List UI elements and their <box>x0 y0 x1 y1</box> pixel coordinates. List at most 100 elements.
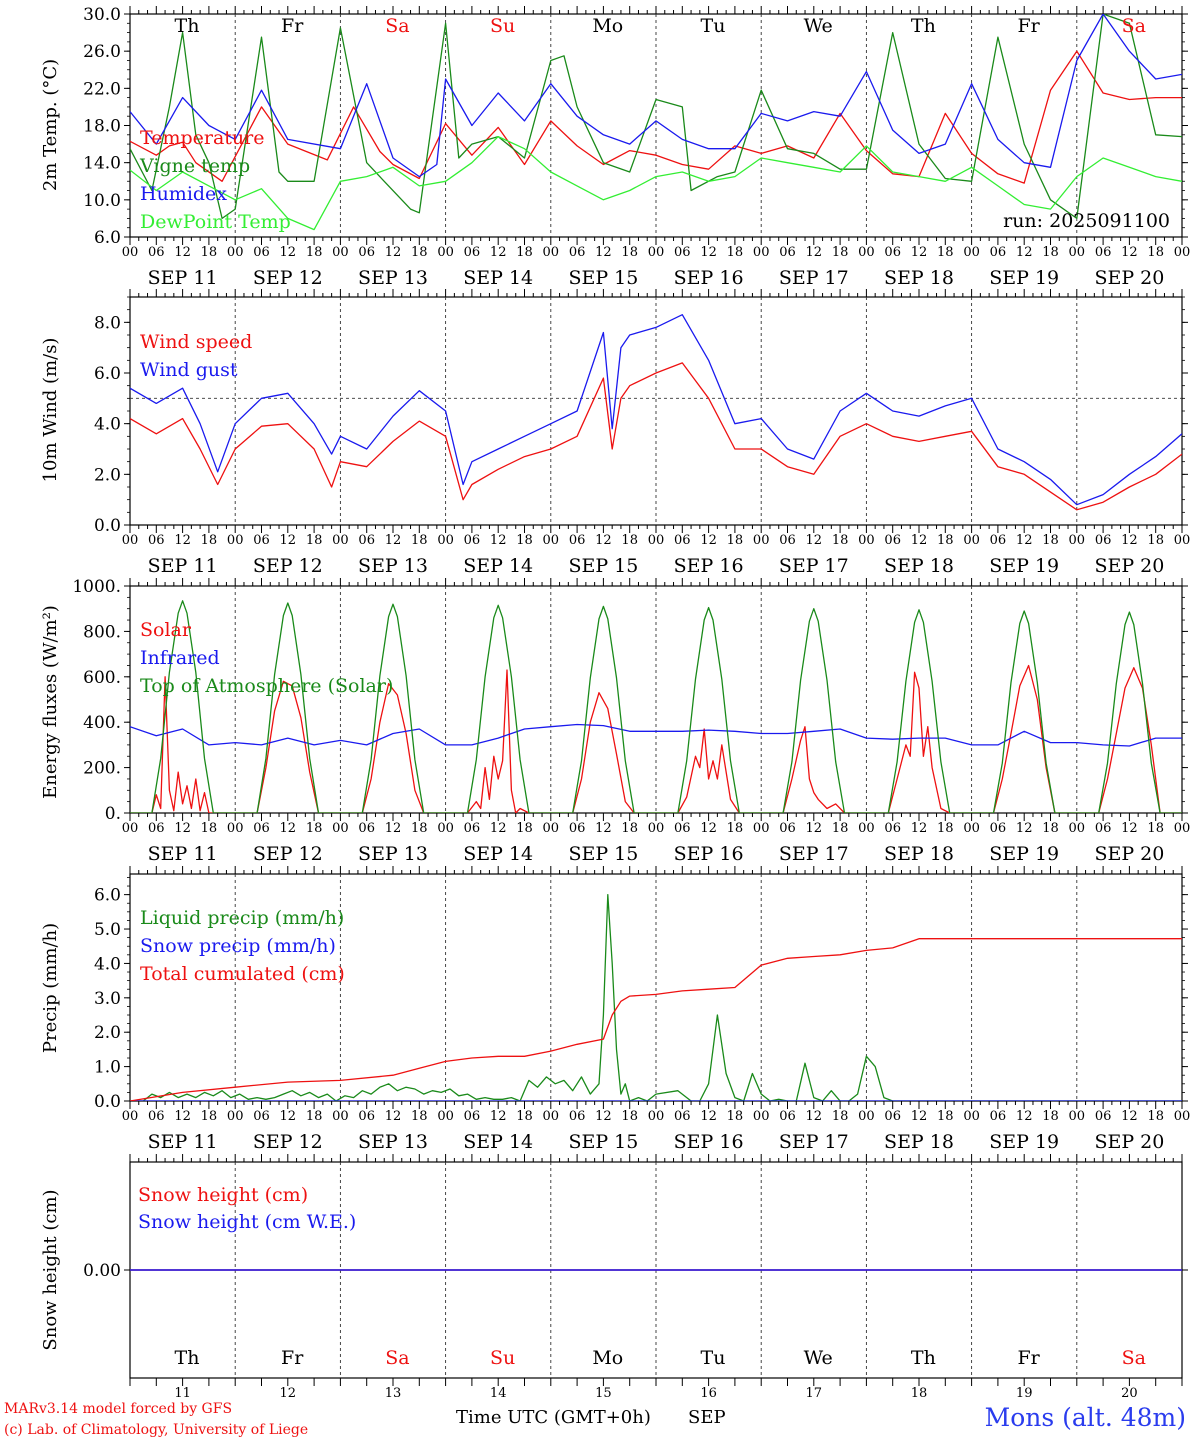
y-tick-label: 4.0 <box>94 954 121 974</box>
date-label: SEP 18 <box>884 267 954 289</box>
hour-tick-label: 06 <box>674 245 691 260</box>
hour-tick-label: 12 <box>595 533 612 548</box>
day-number-label: 11 <box>174 1386 191 1401</box>
panel-1: 6.0 10.0 14.0 18.0 22.0 26.0 30.0 2m Temp. (°C)… <box>40 5 1190 289</box>
hour-tick-label: 12 <box>595 1109 612 1124</box>
hour-tick-label: 06 <box>1095 821 1112 836</box>
legend-entry: Snow precip (mm/h) <box>140 935 336 957</box>
hour-tick-label: 06 <box>779 533 796 548</box>
y-tick-label: 2.0 <box>94 465 121 485</box>
date-label: SEP 16 <box>674 843 744 865</box>
hour-tick-label: 18 <box>201 245 218 260</box>
hour-tick-label: 06 <box>569 533 586 548</box>
hour-tick-label: 06 <box>148 245 165 260</box>
hour-tick-label: 00 <box>1174 245 1191 260</box>
weekday-label: Sa <box>385 1347 409 1369</box>
hour-tick-label: 12 <box>1016 245 1033 260</box>
y-tick-label: 1.0 <box>94 1058 121 1078</box>
hour-tick-label: 12 <box>911 245 928 260</box>
hour-tick-label: 06 <box>253 821 270 836</box>
y-tick-label: 4.0 <box>94 415 121 435</box>
hour-tick-label: 18 <box>1042 245 1059 260</box>
hour-tick-label: 06 <box>884 533 901 548</box>
hour-tick-label: 00 <box>963 245 980 260</box>
date-label: SEP 11 <box>148 843 218 865</box>
credit-line-2: (c) Lab. of Climatology, University of L… <box>4 1422 308 1438</box>
date-label: SEP 20 <box>1094 555 1164 577</box>
hour-tick-label: 18 <box>937 821 954 836</box>
day-number-label: 15 <box>595 1386 612 1401</box>
series-group <box>130 893 1182 1101</box>
y-tick-label: 6.0 <box>94 886 121 906</box>
date-label: SEP 14 <box>463 267 533 289</box>
credit-line-1: MARv3.14 model forced by GFS <box>4 1401 232 1417</box>
date-label: SEP 11 <box>148 1131 218 1153</box>
hour-tick-label: 00 <box>963 821 980 836</box>
date-label: SEP 12 <box>253 843 323 865</box>
hour-tick-label: 18 <box>1042 1109 1059 1124</box>
date-label: SEP 19 <box>989 267 1059 289</box>
legend-entry: Liquid precip (mm/h) <box>140 907 344 929</box>
date-label: SEP 12 <box>253 555 323 577</box>
hour-tick-label: 12 <box>700 533 717 548</box>
hour-tick-label: 00 <box>1069 533 1086 548</box>
hour-tick-label: 18 <box>937 533 954 548</box>
hour-tick-label: 12 <box>806 821 823 836</box>
hour-tick-label: 12 <box>806 533 823 548</box>
series-line-solar <box>130 664 1182 813</box>
hour-tick-label: 06 <box>569 1109 586 1124</box>
hour-tick-label: 06 <box>1095 245 1112 260</box>
y-tick-label: 10.0 <box>83 191 121 211</box>
hour-tick-label: 12 <box>385 533 402 548</box>
legend-entry: Top of Atmosphere (Solar) <box>140 675 393 697</box>
date-label: SEP 11 <box>148 555 218 577</box>
hour-tick-label: 06 <box>569 821 586 836</box>
hour-tick-label: 06 <box>779 821 796 836</box>
y-tick-label: 6.0 <box>94 228 121 248</box>
panel-5: 0.00 Snow height (cm) Snow height (cm) Snow… <box>40 1154 1188 1401</box>
date-label: SEP 17 <box>779 267 849 289</box>
hour-tick-label: 18 <box>306 1109 323 1124</box>
series-line-wind-gust <box>130 314 1182 506</box>
hour-tick-label: 00 <box>227 1109 244 1124</box>
hour-tick-label: 00 <box>122 1109 139 1124</box>
hour-tick-label: 12 <box>490 821 507 836</box>
y-axis-label: 2m Temp. (°C) <box>40 59 61 191</box>
hour-tick-label: 18 <box>937 245 954 260</box>
hour-tick-label: 06 <box>358 533 375 548</box>
hour-tick-label: 12 <box>1121 1109 1138 1124</box>
hour-tick-label: 12 <box>280 533 297 548</box>
panel-3: 0. 200. 400. 600. 800. 1000. Energy fluxes (W/… <box>40 577 1190 865</box>
hour-tick-label: 18 <box>306 533 323 548</box>
panel-4: 0.0 1.0 2.0 3.0 4.0 5.0 6.0 Precip (mm/h) Liquid… <box>40 866 1190 1153</box>
hour-tick-label: 06 <box>990 533 1007 548</box>
hour-tick-label: 18 <box>727 245 744 260</box>
series-group <box>130 600 1182 813</box>
hour-tick-label: 00 <box>1069 821 1086 836</box>
legend-entry: DewPoint Temp <box>140 211 291 233</box>
footer: MARv3.14 model forced by GFS (c) Lab. of… <box>4 1401 1186 1438</box>
date-label: SEP 14 <box>463 555 533 577</box>
date-label: SEP 18 <box>884 843 954 865</box>
weekday-label: We <box>804 15 833 37</box>
hour-tick-label: 12 <box>806 1109 823 1124</box>
run-annotation: run: 2025091100 <box>1003 210 1170 232</box>
hour-tick-label: 18 <box>1147 533 1164 548</box>
hour-tick-label: 18 <box>411 245 428 260</box>
weekday-label: Tu <box>701 15 726 37</box>
day-number-label: 14 <box>490 1386 507 1401</box>
hour-tick-label: 18 <box>621 533 638 548</box>
hour-tick-label: 18 <box>1042 533 1059 548</box>
hour-tick-label: 00 <box>543 245 560 260</box>
y-axis-label: Snow height (cm) <box>40 1189 61 1350</box>
date-label: SEP 20 <box>1094 1131 1164 1153</box>
hour-tick-label: 06 <box>779 1109 796 1124</box>
hour-tick-label: 12 <box>385 821 402 836</box>
hour-tick-label: 00 <box>648 821 665 836</box>
hour-tick-label: 06 <box>884 821 901 836</box>
day-number-label: 13 <box>385 1386 402 1401</box>
hour-tick-label: 12 <box>1016 821 1033 836</box>
y-tick-label: 200. <box>83 759 121 779</box>
y-tick-label: 800. <box>83 622 121 642</box>
hour-tick-label: 12 <box>1121 245 1138 260</box>
